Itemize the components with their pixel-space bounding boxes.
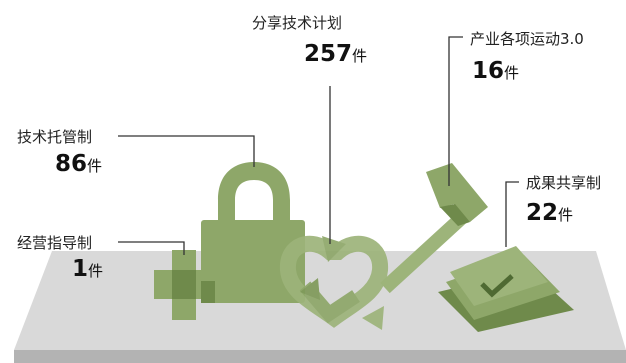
count-sharing-plan-unit: 件 [352, 47, 368, 65]
leader-line-sharing-results [505, 181, 519, 247]
leader-line-guidance [118, 241, 185, 255]
label-result-sharing: 成果共享制 [526, 174, 602, 192]
label-industry-campaign: 产业各项运动3.0 [470, 30, 584, 48]
count-industry-campaign-value: 16 [472, 58, 505, 84]
leader-lines [118, 36, 519, 255]
leader-line-industry [448, 36, 463, 186]
count-industry-campaign-unit: 件 [504, 64, 520, 82]
label-business-guidance: 经营指导制 [17, 234, 93, 252]
count-sharing-plan-value: 257 [304, 41, 353, 67]
count-business-guidance-unit: 件 [88, 262, 104, 280]
label-tech-custody: 技术托管制 [17, 128, 93, 146]
count-result-sharing: 22件 [526, 200, 573, 226]
hammer-icon [380, 163, 488, 294]
count-tech-custody-value: 86 [55, 151, 88, 177]
recycle-heart-icon [280, 235, 388, 330]
count-sharing-plan: 257件 [304, 41, 367, 67]
count-business-guidance-value: 1 [72, 256, 89, 282]
count-business-guidance: 1件 [72, 256, 103, 282]
count-result-sharing-value: 22 [526, 200, 559, 226]
padlock-icon [201, 162, 305, 303]
count-industry-campaign: 16件 [472, 58, 519, 84]
money-stack-icon [438, 246, 574, 332]
count-tech-custody: 86件 [55, 151, 102, 177]
count-tech-custody-unit: 件 [87, 157, 103, 175]
count-result-sharing-unit: 件 [558, 206, 574, 224]
leader-line-custody [118, 135, 255, 167]
label-sharing-plan: 分享技术计划 [252, 14, 343, 32]
